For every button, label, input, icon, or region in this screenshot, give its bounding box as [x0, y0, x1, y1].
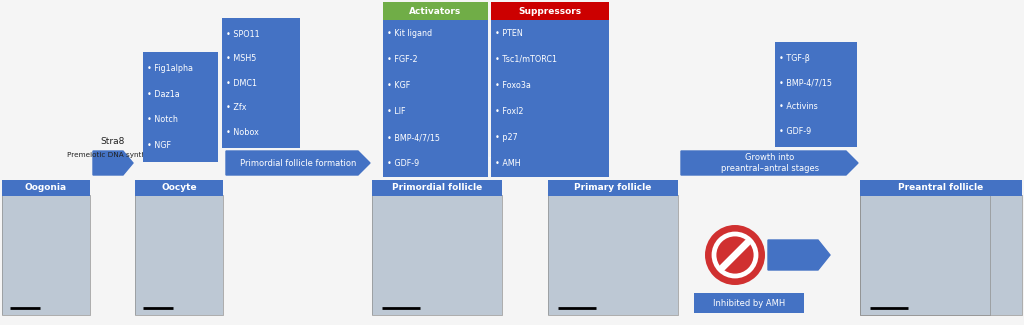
Text: • MSH5: • MSH5 — [226, 55, 256, 63]
Text: • Tsc1/mTORC1: • Tsc1/mTORC1 — [495, 55, 557, 64]
Circle shape — [705, 225, 765, 285]
Text: • BMP-4/7/15: • BMP-4/7/15 — [779, 78, 831, 87]
Text: • Zfx: • Zfx — [226, 103, 247, 112]
FancyBboxPatch shape — [372, 180, 502, 196]
FancyBboxPatch shape — [860, 195, 990, 315]
Polygon shape — [768, 240, 830, 270]
Text: • BMP-4/7/15: • BMP-4/7/15 — [387, 133, 440, 142]
Text: • LIF: • LIF — [387, 107, 406, 116]
FancyBboxPatch shape — [490, 2, 609, 20]
FancyBboxPatch shape — [2, 180, 90, 196]
Text: • Nobox: • Nobox — [226, 128, 259, 136]
Text: • SPO11: • SPO11 — [226, 30, 260, 39]
Text: • Kit ligand: • Kit ligand — [387, 29, 432, 38]
FancyBboxPatch shape — [548, 180, 678, 196]
FancyBboxPatch shape — [143, 52, 218, 162]
Text: • DMC1: • DMC1 — [226, 79, 257, 88]
Circle shape — [712, 232, 759, 279]
FancyBboxPatch shape — [490, 20, 609, 177]
Text: • Foxo3a: • Foxo3a — [495, 81, 530, 90]
Text: • KGF: • KGF — [387, 81, 411, 90]
FancyBboxPatch shape — [775, 42, 857, 147]
Text: • GDF-9: • GDF-9 — [779, 127, 811, 136]
Text: • Foxl2: • Foxl2 — [495, 107, 523, 116]
FancyBboxPatch shape — [372, 195, 502, 315]
Text: • p27: • p27 — [495, 133, 518, 142]
FancyBboxPatch shape — [383, 20, 488, 177]
FancyBboxPatch shape — [135, 180, 223, 196]
Polygon shape — [505, 151, 545, 175]
FancyBboxPatch shape — [548, 195, 678, 315]
Text: Growth into
preantral–antral stages: Growth into preantral–antral stages — [721, 153, 819, 173]
FancyBboxPatch shape — [222, 18, 300, 148]
Text: • Notch: • Notch — [147, 115, 178, 124]
Text: Oocyte: Oocyte — [161, 184, 197, 192]
Text: • GDF-9: • GDF-9 — [387, 160, 419, 168]
Text: • NGF: • NGF — [147, 141, 171, 150]
Text: Stra8: Stra8 — [100, 137, 125, 147]
Text: • TGF-β: • TGF-β — [779, 54, 810, 63]
Polygon shape — [226, 151, 370, 175]
Text: Primordial follicle formation: Primordial follicle formation — [240, 159, 356, 167]
Text: • PTEN: • PTEN — [495, 29, 522, 38]
Circle shape — [717, 236, 754, 274]
FancyBboxPatch shape — [135, 195, 223, 315]
Text: Primordial to primary transition
initiation of growth: Primordial to primary transition initiat… — [481, 156, 568, 166]
Text: Activators: Activators — [410, 6, 462, 16]
Text: • Daz1a: • Daz1a — [147, 90, 180, 99]
Text: • FGF-2: • FGF-2 — [387, 55, 418, 64]
FancyBboxPatch shape — [860, 195, 1022, 315]
Text: Suppressors: Suppressors — [518, 6, 582, 16]
Text: • AMH: • AMH — [495, 160, 520, 168]
Text: • Fig1alpha: • Fig1alpha — [147, 64, 193, 73]
FancyBboxPatch shape — [2, 195, 90, 315]
FancyBboxPatch shape — [860, 180, 1022, 196]
Polygon shape — [93, 151, 133, 175]
Text: • Activins: • Activins — [779, 102, 818, 111]
Text: Premeiotic DNA synthesis: Premeiotic DNA synthesis — [67, 152, 160, 158]
Text: Preantral follicle: Preantral follicle — [898, 184, 984, 192]
Polygon shape — [681, 151, 858, 175]
Text: Oogonia: Oogonia — [25, 184, 67, 192]
FancyBboxPatch shape — [694, 293, 804, 313]
Text: Primordial follicle: Primordial follicle — [392, 184, 482, 192]
FancyBboxPatch shape — [383, 2, 488, 20]
Text: Inhibited by AMH: Inhibited by AMH — [713, 298, 785, 307]
Text: Primary follicle: Primary follicle — [574, 184, 651, 192]
